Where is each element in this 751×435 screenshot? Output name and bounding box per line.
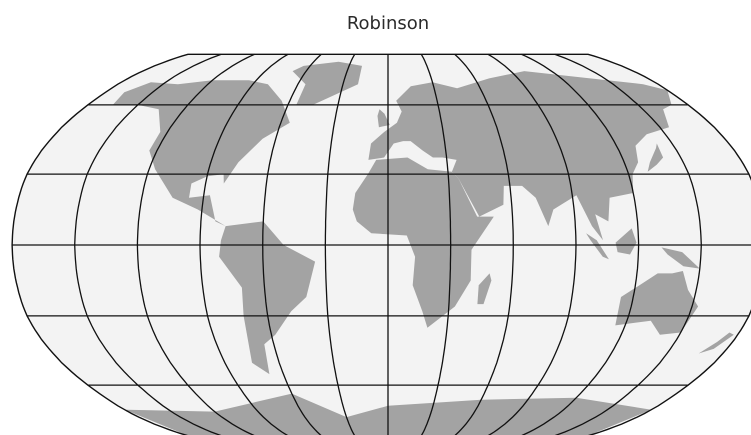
- land-japan: [647, 143, 664, 172]
- land-sumatra: [586, 233, 609, 260]
- land-north-america: [112, 80, 290, 227]
- graticule: [12, 53, 751, 435]
- land-greenland: [292, 61, 362, 105]
- land-britain: [377, 109, 390, 128]
- land-new-guinea: [661, 247, 700, 269]
- land-south-america: [219, 221, 316, 375]
- land-borneo: [615, 228, 637, 255]
- land-new-zealand: [698, 332, 734, 354]
- land-australia: [615, 271, 699, 335]
- land-madagascar: [477, 273, 492, 305]
- map-title: Robinson: [347, 13, 429, 34]
- map-outline: [11, 53, 751, 435]
